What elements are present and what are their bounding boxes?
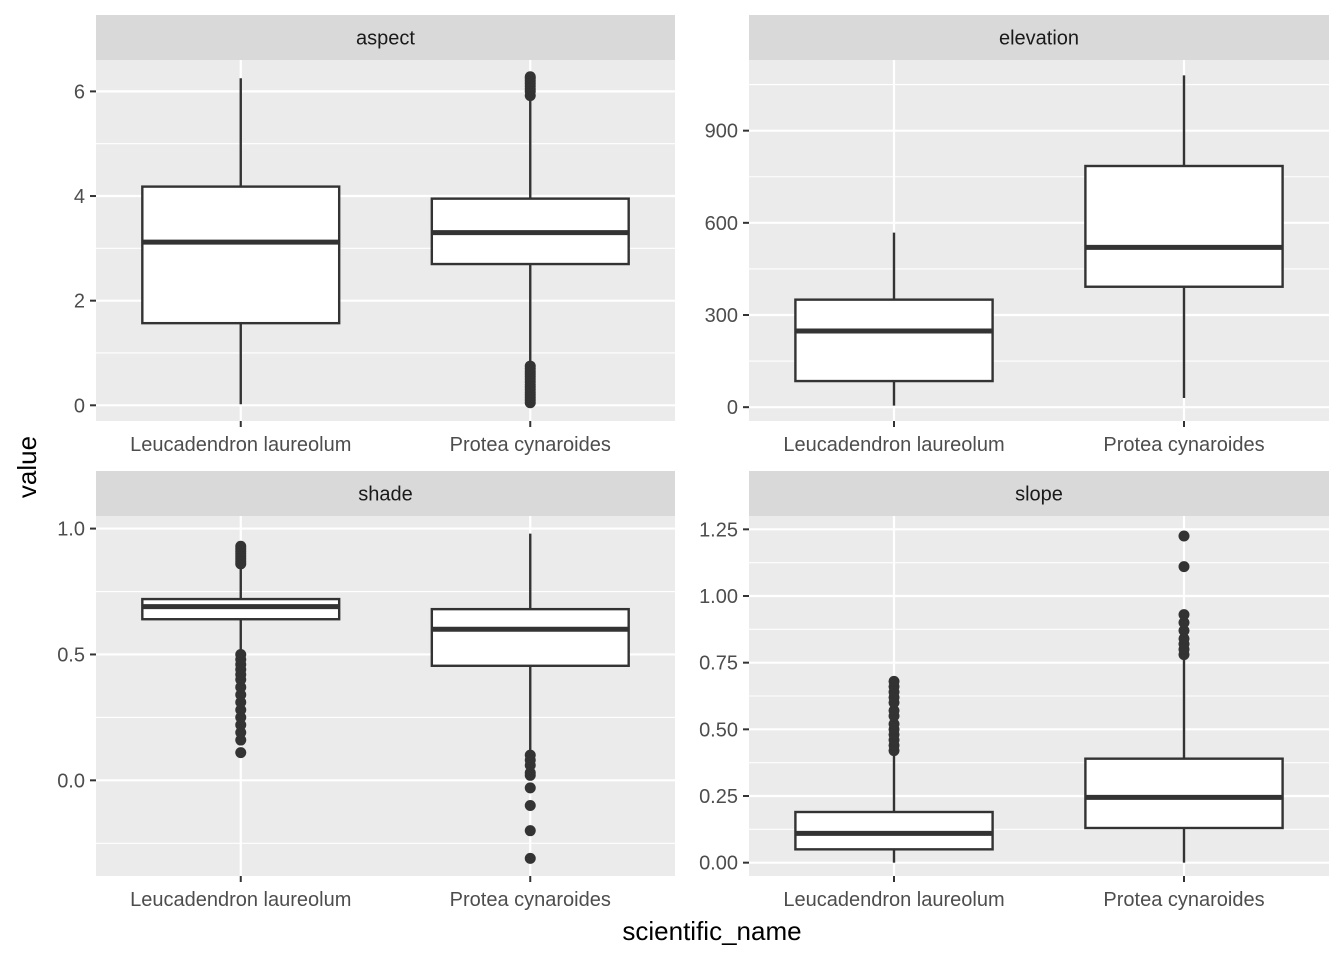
boxplot-protea-cynaroides bbox=[430, 71, 630, 409]
outlier-point bbox=[1178, 561, 1190, 573]
y-tick-label: 300 bbox=[705, 305, 738, 327]
x-tick-label: Protea cynaroides bbox=[450, 434, 611, 456]
facet-strip-label: shade bbox=[358, 484, 413, 506]
boxplot-leucadendron-laureolum bbox=[141, 540, 341, 759]
box-iqr bbox=[1084, 757, 1284, 830]
facet-panel-shade: shade 0.0 0.5 1.0 Leucadendron laureolum Prot… bbox=[57, 471, 675, 911]
y-tick-label: 0.00 bbox=[699, 853, 738, 875]
outlier-point bbox=[524, 852, 536, 864]
boxplot-leucadendron-laureolum bbox=[794, 675, 994, 863]
outlier-point bbox=[524, 800, 536, 812]
y-tick-label: 1.25 bbox=[699, 519, 738, 541]
y-tick-label: 0.50 bbox=[699, 719, 738, 741]
outlier-point bbox=[524, 360, 536, 372]
outlier-point bbox=[235, 727, 247, 739]
y-tick-label: 2 bbox=[74, 291, 85, 313]
x-tick-label: Leucadendron laureolum bbox=[130, 889, 351, 911]
facet-strip bbox=[749, 471, 1329, 516]
x-tick-label: Leucadendron laureolum bbox=[783, 889, 1004, 911]
box-iqr bbox=[141, 597, 341, 621]
y-tick-label: 4 bbox=[74, 186, 85, 208]
facet-strip bbox=[96, 15, 675, 60]
outlier-point bbox=[235, 648, 247, 660]
facet-strip-label: elevation bbox=[999, 28, 1079, 50]
boxplot-leucadendron-laureolum bbox=[794, 232, 994, 406]
outlier-point bbox=[235, 711, 247, 723]
outlier-point bbox=[235, 719, 247, 731]
box-iqr bbox=[794, 298, 994, 383]
facet-strip-label: aspect bbox=[356, 28, 415, 50]
facet-strip bbox=[96, 471, 675, 516]
y-tick-label: 900 bbox=[705, 121, 738, 143]
box-iqr bbox=[141, 185, 341, 325]
y-tick-label: 0 bbox=[727, 397, 738, 419]
outlier-point bbox=[235, 734, 247, 746]
outlier-point bbox=[888, 718, 900, 730]
outlier-point bbox=[235, 681, 247, 693]
outlier-point bbox=[524, 769, 536, 781]
x-tick-label: Leucadendron laureolum bbox=[130, 434, 351, 456]
y-tick-label: 1.00 bbox=[699, 586, 738, 608]
panels-layer: aspect 0 2 4 6 Leucadendron laureolum Protea c… bbox=[57, 15, 1329, 911]
boxplot-protea-cynaroides bbox=[1084, 530, 1284, 863]
outlier-point bbox=[888, 675, 900, 687]
box-iqr bbox=[1084, 164, 1284, 288]
x-tick-label: Protea cynaroides bbox=[450, 889, 611, 911]
box-iqr bbox=[794, 810, 994, 851]
facet-panel-elevation: elevation 0 300 600 900 Leucadendron laureolu… bbox=[705, 15, 1329, 456]
y-tick-label: 1.0 bbox=[57, 519, 85, 541]
y-tick-label: 0.25 bbox=[699, 786, 738, 808]
y-tick-label: 6 bbox=[74, 81, 85, 103]
y-tick-label: 0.0 bbox=[57, 770, 85, 792]
outlier-point bbox=[1178, 617, 1190, 629]
y-tick-label: 600 bbox=[705, 213, 738, 235]
outlier-point bbox=[524, 825, 536, 837]
outlier-point bbox=[235, 689, 247, 701]
boxplot-leucadendron-laureolum bbox=[141, 78, 341, 405]
facet-panel-aspect: aspect 0 2 4 6 Leucadendron laureolum Protea c… bbox=[74, 15, 675, 456]
outlier-point bbox=[235, 704, 247, 716]
boxplot-protea-cynaroides bbox=[1084, 75, 1284, 398]
y-axis-title: value bbox=[12, 436, 42, 498]
x-axis-title: scientific_name bbox=[622, 916, 801, 946]
y-tick-label: 0.75 bbox=[699, 653, 738, 675]
facet-strip-label: slope bbox=[1015, 484, 1063, 506]
outlier-point bbox=[1178, 530, 1190, 542]
y-tick-label: 0.5 bbox=[57, 644, 85, 666]
outlier-point bbox=[1178, 609, 1190, 621]
outlier-point bbox=[235, 747, 247, 759]
facet-strip bbox=[749, 15, 1329, 60]
outlier-point bbox=[1178, 633, 1190, 645]
boxplot-protea-cynaroides bbox=[430, 533, 630, 864]
x-tick-label: Protea cynaroides bbox=[1103, 889, 1264, 911]
x-tick-label: Protea cynaroides bbox=[1103, 434, 1264, 456]
outlier-point bbox=[235, 540, 247, 552]
outlier-point bbox=[1178, 625, 1190, 637]
outlier-point bbox=[888, 705, 900, 717]
box-iqr bbox=[430, 607, 630, 667]
outlier-point bbox=[524, 782, 536, 794]
panel-background bbox=[96, 516, 675, 876]
y-tick-label: 0 bbox=[74, 395, 85, 417]
x-tick-label: Leucadendron laureolum bbox=[783, 434, 1004, 456]
outlier-point bbox=[524, 759, 536, 771]
outlier-point bbox=[235, 696, 247, 708]
outlier-point bbox=[524, 71, 536, 83]
facet-panel-slope: slope 0.00 0.25 0.50 0.75 1.00 1.25 Leucadendro… bbox=[699, 471, 1329, 911]
